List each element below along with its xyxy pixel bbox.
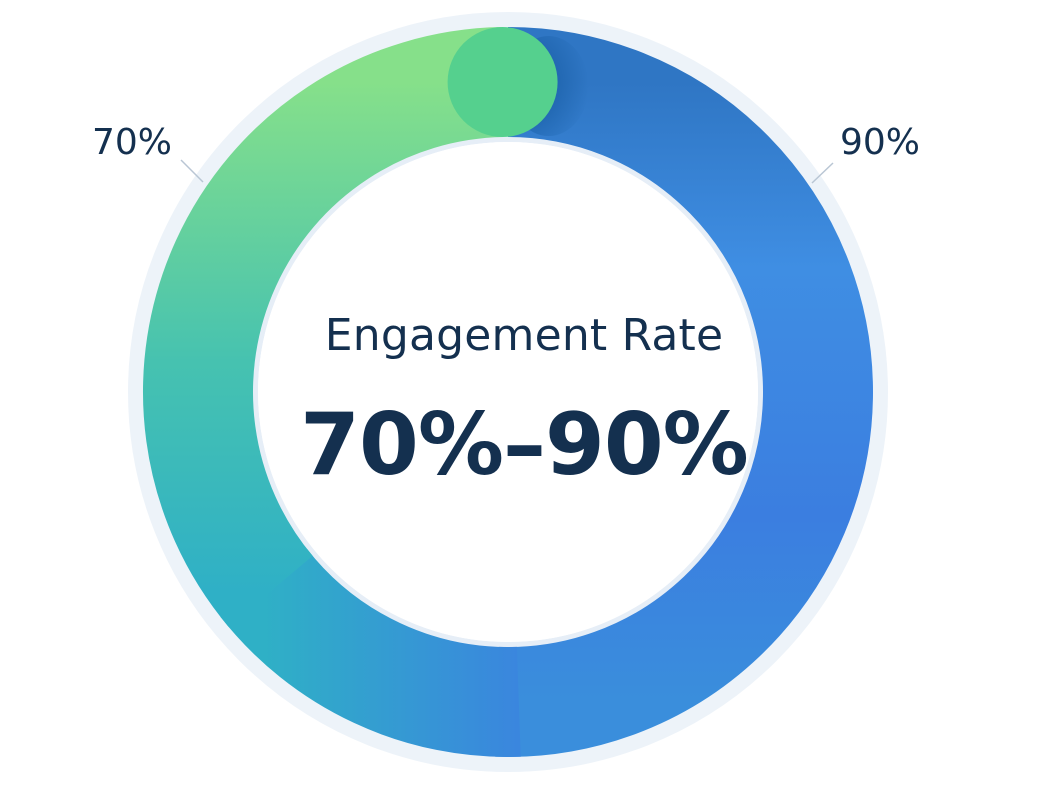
segment-label-90: 90% [840,122,921,163]
leader-line-right [811,162,834,184]
outer-halo [128,12,888,772]
segment-90-blue [495,27,873,757]
segment-70-green [143,27,505,627]
donut-segments [143,27,873,757]
segment-70-end-cap [447,27,558,138]
chart-title: Engagement Rate [324,310,724,361]
leader-line-left [180,159,204,183]
segment-label-70: 70% [92,122,173,163]
center-value: 70%–90% [300,395,749,495]
center-disc [258,142,758,642]
segment-bottom-blend [220,548,521,757]
